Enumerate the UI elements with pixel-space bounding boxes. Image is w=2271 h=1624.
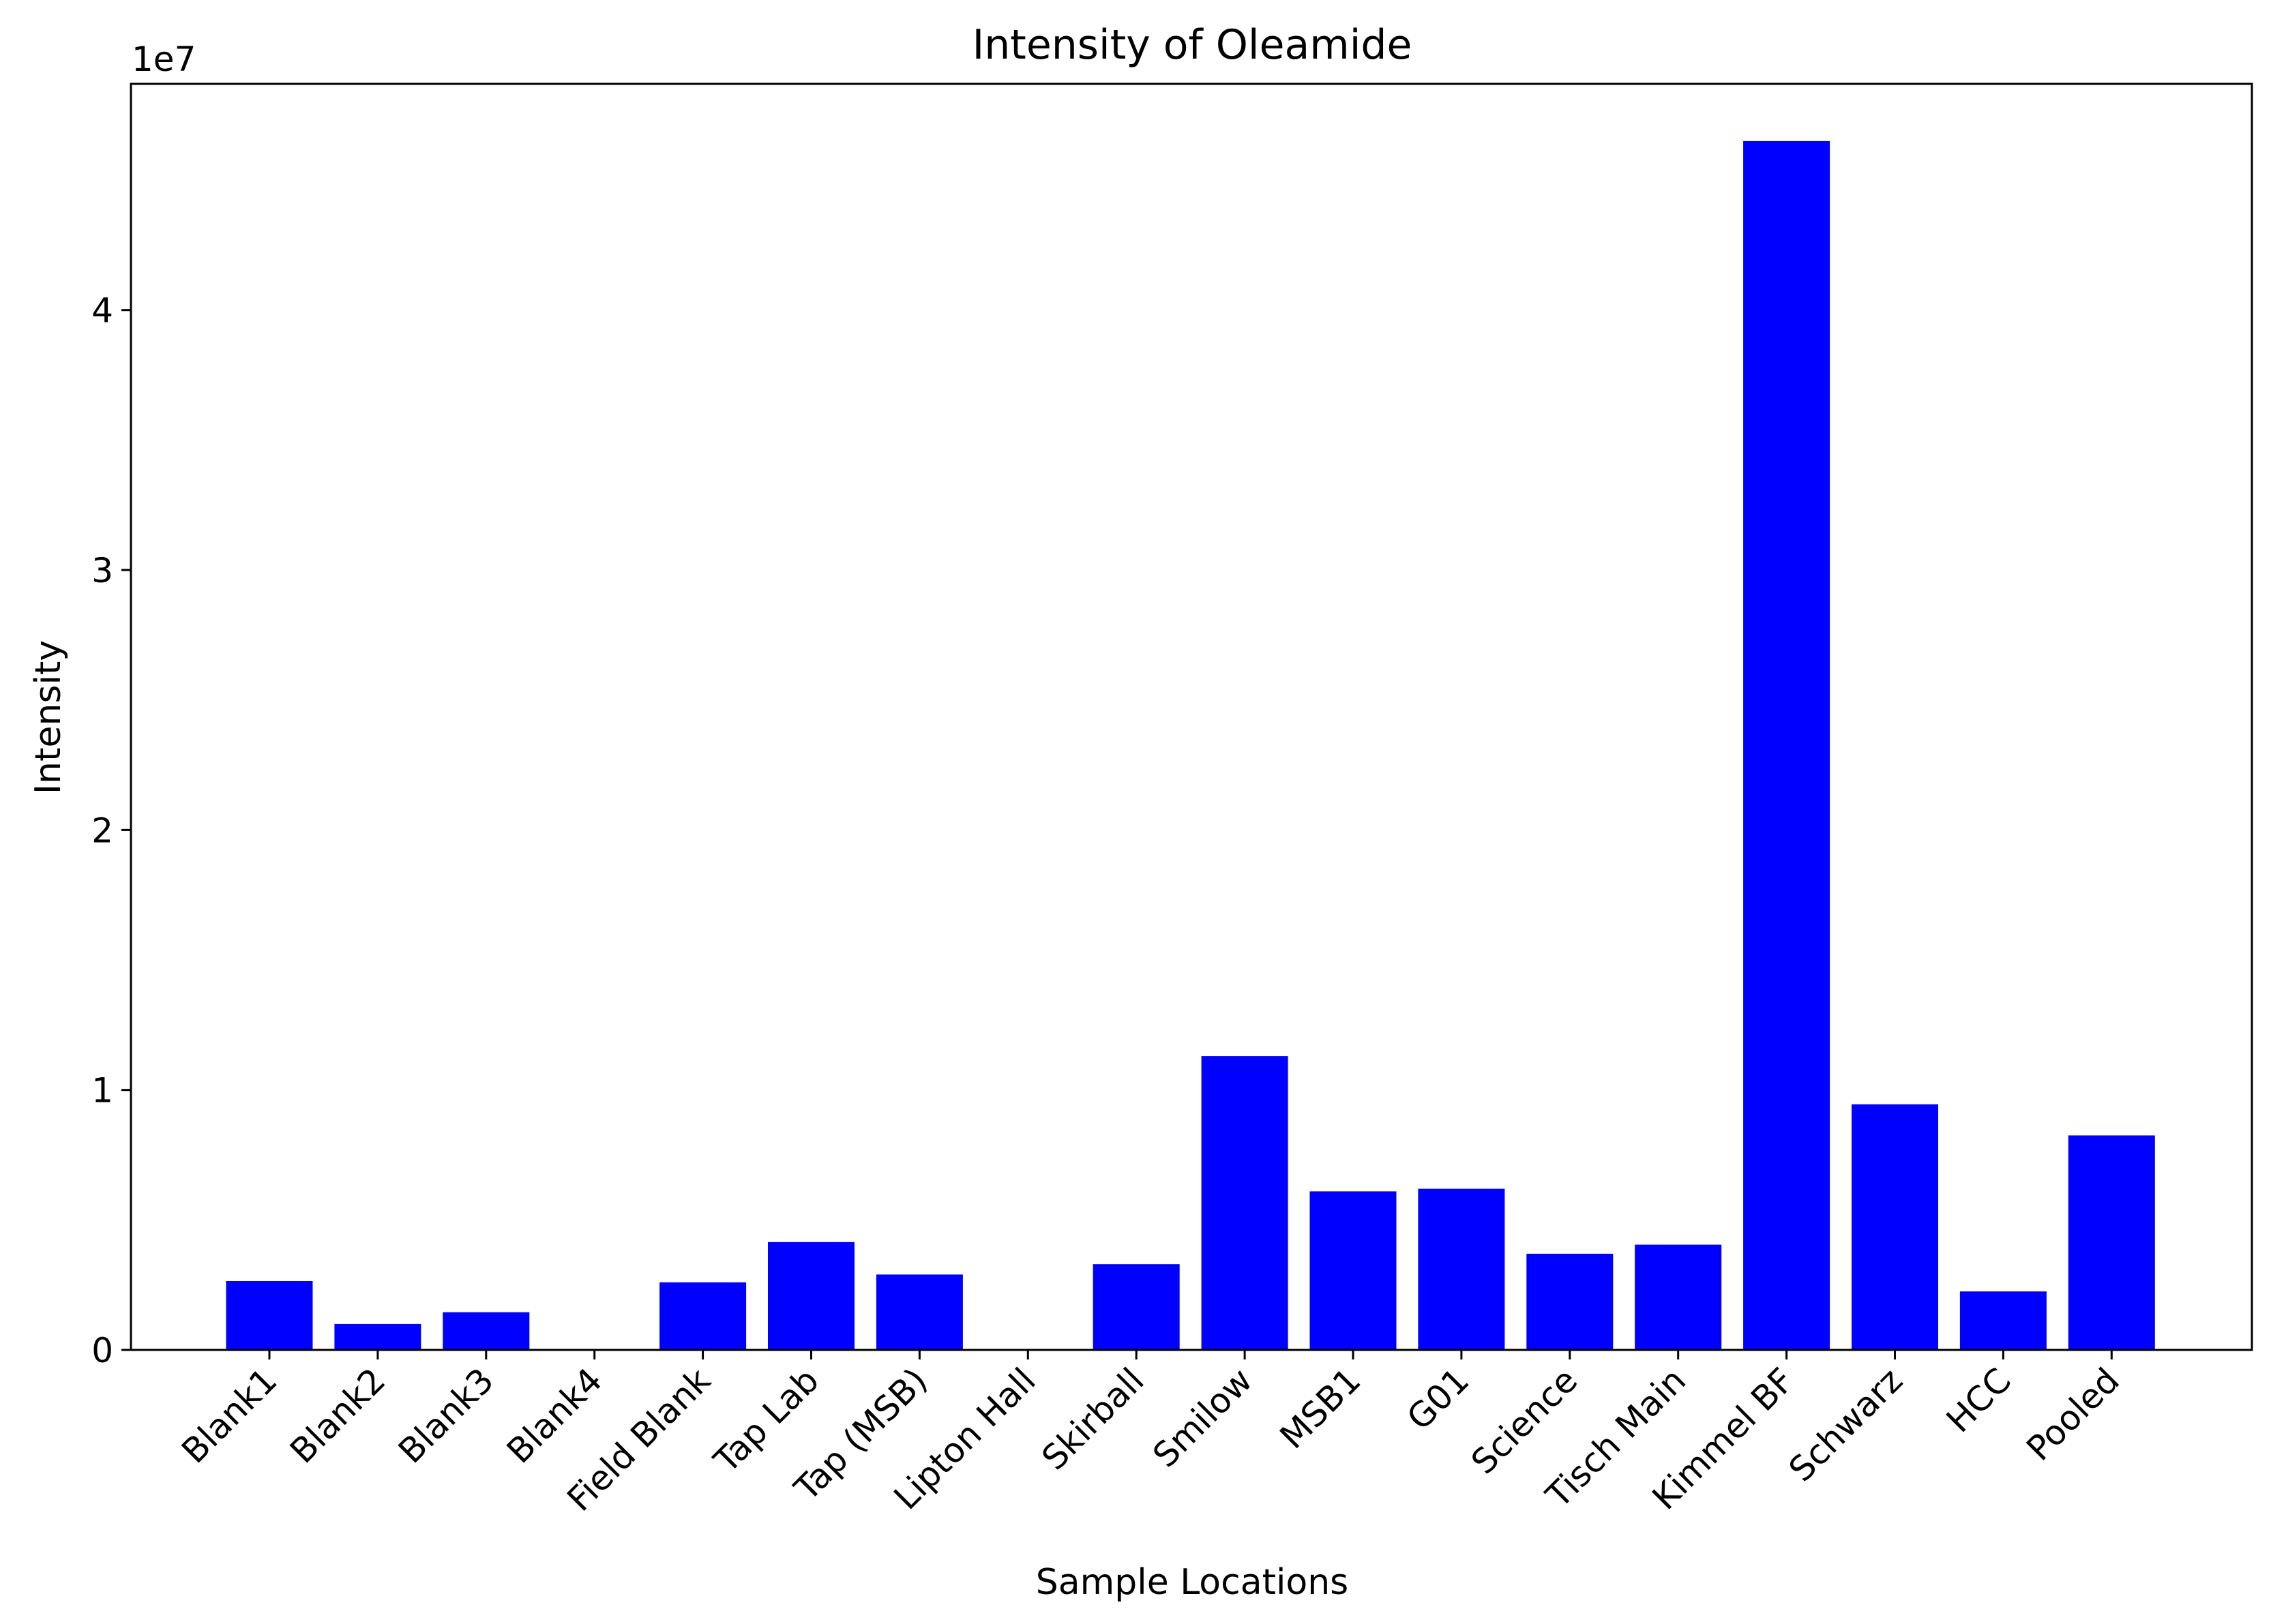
bars-group [226, 140, 2155, 1350]
y-axis-label: Intensity [28, 640, 69, 794]
y-tick-label: 0 [91, 1331, 113, 1370]
bar-tap-msb [876, 1274, 963, 1350]
bar-schwarz [1852, 1104, 1938, 1350]
bar-smilow [1201, 1056, 1288, 1350]
bar-tisch-main [1635, 1244, 1722, 1350]
bar-pooled [2068, 1135, 2155, 1350]
bar-science [1526, 1253, 1614, 1350]
bar-blank2 [334, 1323, 421, 1350]
bar-blank3 [443, 1312, 530, 1350]
bar-skirball [1093, 1264, 1180, 1350]
bar-msb1 [1309, 1191, 1397, 1350]
chart-title: Intensity of Oleamide [973, 21, 1412, 69]
y-axis-offset-label: 1e7 [132, 40, 196, 79]
bar-kimmel-bf [1743, 140, 1830, 1350]
y-tick-label: 4 [91, 291, 113, 331]
y-tick-label: 1 [91, 1071, 113, 1111]
bar-hcc [1959, 1291, 2047, 1350]
x-axis-label: Sample Locations [1036, 1562, 1349, 1603]
bar-field-blank [659, 1282, 747, 1350]
y-tick-label: 3 [91, 551, 113, 590]
y-ticks-group: 0 1 2 3 4 [91, 291, 131, 1370]
bar-tap-lab [768, 1242, 855, 1350]
plot-area-frame [130, 82, 2253, 1351]
bar-blank1 [226, 1281, 313, 1350]
bar-g01 [1418, 1188, 1505, 1350]
y-tick-label: 2 [91, 811, 113, 850]
